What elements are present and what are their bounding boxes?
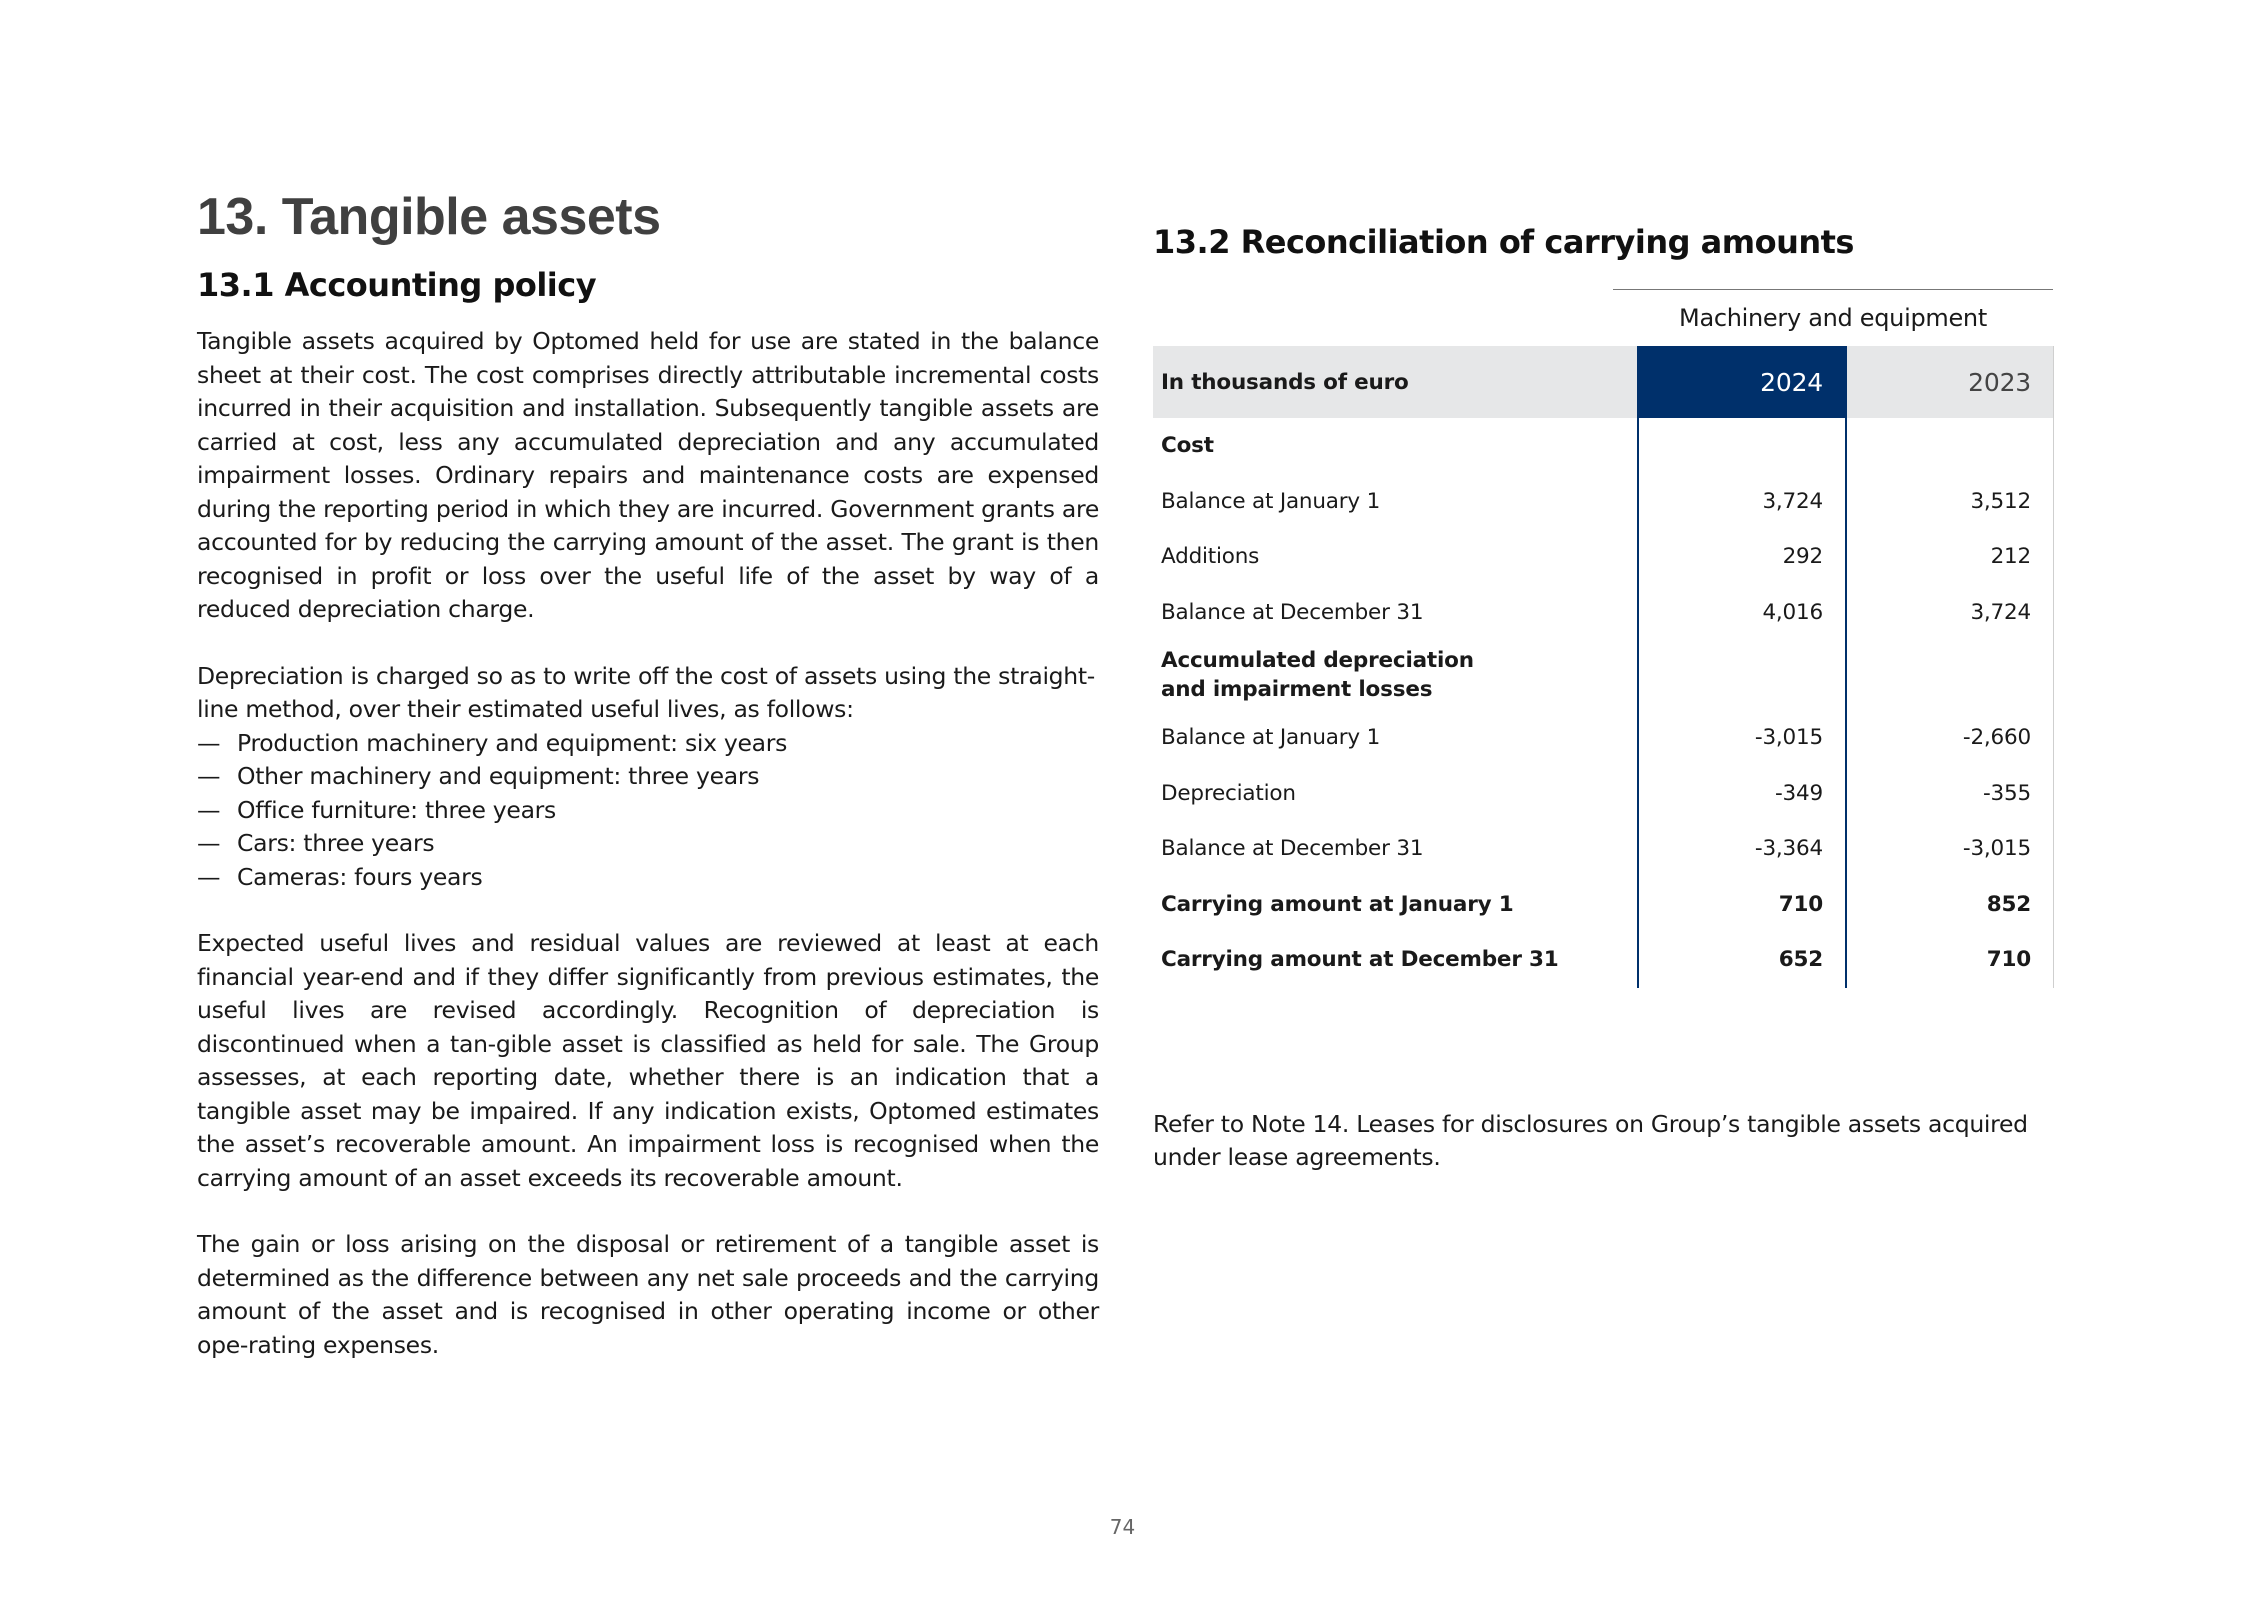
value-2024: 4,016: [1637, 584, 1847, 640]
row-label: Cost: [1161, 433, 1214, 459]
list-item: — Cameras: fours years: [197, 861, 1099, 895]
value-2024: [1637, 418, 1847, 474]
table-row: Additions 292 212: [1153, 529, 2054, 585]
accounting-policy-heading: 13.1 Accounting policy: [197, 266, 597, 304]
dash-marker: —: [197, 762, 221, 790]
value-2024: 710: [1637, 876, 1847, 932]
reconciliation-column: 13.2 Reconciliation of carrying amounts …: [1153, 222, 2054, 1171]
dash-marker: —: [197, 862, 221, 891]
table-header-row: In thousands of euro 2024 2023: [1153, 346, 2054, 418]
list-item: — Production machinery and equipment: six…: [197, 727, 1099, 761]
list-item: — Cars: three years: [197, 827, 1099, 861]
value-2024: -3,015: [1637, 710, 1847, 766]
table-row: Balance at December 31 -3,364 -3,015: [1153, 821, 2054, 877]
reconciliation-heading: 13.2 Reconciliation of carrying amounts: [1153, 223, 1854, 261]
useful-lives-list: — Production machinery and equipment: six…: [197, 727, 1099, 895]
table-row: Balance at December 31 4,016 3,724: [1153, 584, 2054, 640]
list-item-text: Production machinery and equipment: six …: [237, 728, 788, 757]
value-2024: 3,724: [1637, 473, 1847, 529]
list-item-text: Other machinery and equipment: three yea…: [237, 762, 760, 790]
policy-paragraph-2: Depreciation is charged so as to write o…: [197, 661, 1095, 724]
page-number: 74: [1109, 1515, 1136, 1539]
reconciliation-table: In thousands of euro 2024 2023 Cost Bala…: [1153, 346, 2054, 988]
value-2024: -3,364: [1637, 821, 1847, 877]
column-group-header: Machinery and equipment: [1613, 289, 2053, 346]
row-label: Carrying amount at January 1: [1161, 891, 1514, 917]
dash-marker: —: [197, 829, 221, 857]
value-2023: 3,724: [1846, 584, 2054, 640]
row-label: Balance at December 31: [1161, 836, 1424, 862]
row-label: Depreciation: [1161, 780, 1296, 806]
policy-paragraph-1: Tangible assets acquired by Optomed held…: [197, 327, 1099, 623]
lease-reference-note: Refer to Note 14. Leases for disclosures…: [1153, 1109, 2028, 1172]
year-2024-header: 2024: [1637, 346, 1847, 418]
value-2023: -2,660: [1846, 710, 2054, 766]
value-2023: 212: [1846, 529, 2054, 585]
table-row: Carrying amount at January 1 710 852: [1153, 876, 2054, 932]
table-row: Accumulated depreciation and impairment l…: [1153, 640, 2054, 710]
value-2023: -355: [1846, 765, 2054, 821]
table-row: Depreciation -349 -355: [1153, 765, 2054, 821]
value-2023: -3,015: [1846, 821, 2054, 877]
list-item-text: Office furniture: three years: [237, 795, 556, 824]
row-label: Accumulated depreciation and impairment l…: [1153, 640, 1638, 710]
page-title: 13. Tangible assets: [197, 188, 661, 246]
value-2023: [1846, 418, 2054, 474]
row-label: Balance at December 31: [1161, 599, 1424, 625]
list-item: — Office furniture: three years: [197, 794, 1099, 828]
value-2024: 292: [1637, 529, 1847, 585]
value-2024: [1637, 640, 1847, 710]
list-item-text: Cars: three years: [237, 829, 435, 857]
value-2023: [1846, 640, 2054, 710]
value-2024: -349: [1637, 765, 1847, 821]
value-2023: 710: [1846, 932, 2054, 988]
list-item-text: Cameras: fours years: [237, 862, 483, 891]
row-label-line-1: Accumulated depreciation: [1161, 648, 1474, 673]
table-row: Cost: [1153, 418, 2054, 474]
table-row: Balance at January 1 -3,015 -2,660: [1153, 710, 2054, 766]
row-label: Balance at January 1: [1161, 488, 1381, 514]
row-label: Balance at January 1: [1161, 725, 1381, 751]
row-label-line-2: and impairment losses: [1161, 677, 1433, 702]
unit-label: In thousands of euro: [1153, 346, 1638, 418]
value-2023: 852: [1846, 876, 2054, 932]
policy-paragraph-4: The gain or loss arising on the disposal…: [197, 1230, 1099, 1359]
value-2024: 652: [1637, 932, 1847, 988]
policy-paragraph-3: Expected useful lives and residual value…: [197, 929, 1099, 1192]
accounting-policy-column: 13. Tangible assets 13.1 Accounting poli…: [197, 185, 1099, 1362]
dash-marker: —: [197, 728, 221, 757]
depreciation-block: Depreciation is charged so as to write o…: [197, 660, 1099, 895]
value-2023: 3,512: [1846, 473, 2054, 529]
row-label: Additions: [1161, 544, 1260, 570]
table-row: Carrying amount at December 31 652 710: [1153, 932, 2054, 988]
list-item: — Other machinery and equipment: three ye…: [197, 760, 1099, 794]
table-row: Balance at January 1 3,724 3,512: [1153, 473, 2054, 529]
dash-marker: —: [197, 795, 221, 824]
year-2023-header: 2023: [1846, 346, 2054, 418]
row-label: Carrying amount at December 31: [1161, 947, 1559, 973]
